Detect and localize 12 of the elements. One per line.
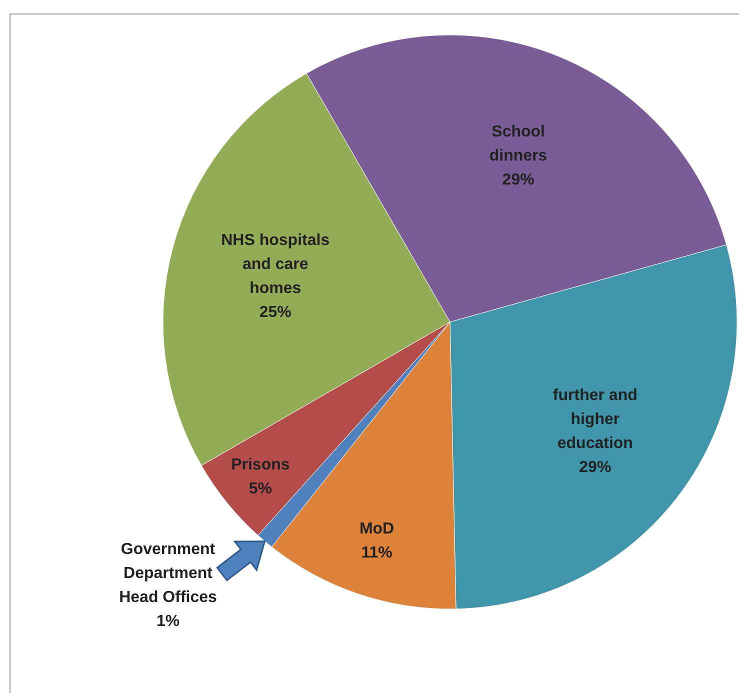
slice-label: further and higher education	[552, 386, 638, 452]
slice-label: Government Department Head Offices	[119, 541, 218, 606]
data-label: 25%	[259, 304, 292, 322]
slice-label: School dinners	[489, 124, 548, 165]
data-label: 1%	[156, 613, 180, 630]
slice-label: MoD	[359, 520, 394, 538]
data-label: 5%	[248, 480, 272, 498]
data-label: 29%	[579, 458, 612, 476]
data-label: 11%	[361, 544, 392, 562]
slice-label: NHS hospitals and care homes	[221, 232, 330, 298]
slice-label: Prisons	[231, 456, 290, 474]
data-label: 29%	[502, 172, 534, 189]
